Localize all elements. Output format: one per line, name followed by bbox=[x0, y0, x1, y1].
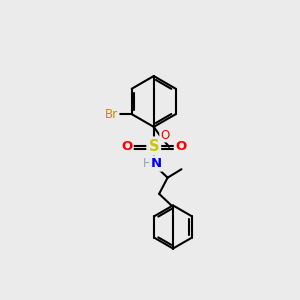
Text: H: H bbox=[143, 157, 152, 170]
Text: S: S bbox=[148, 139, 159, 154]
Text: O: O bbox=[175, 140, 186, 153]
Text: O: O bbox=[121, 140, 132, 153]
Text: N: N bbox=[151, 157, 162, 170]
Text: O: O bbox=[160, 129, 169, 142]
Text: Br: Br bbox=[105, 108, 118, 121]
